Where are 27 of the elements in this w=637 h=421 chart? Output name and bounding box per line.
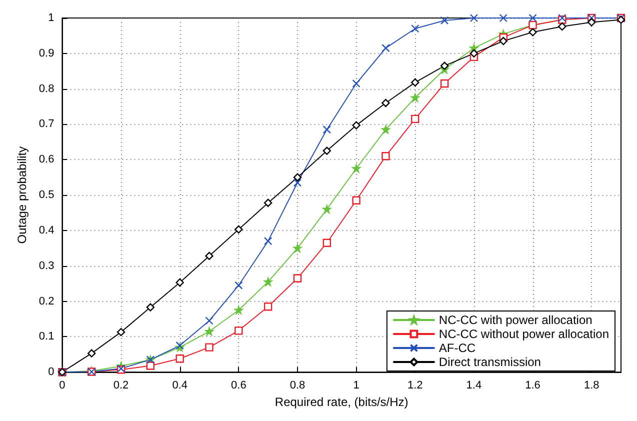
- x-tick-label: 0: [59, 380, 66, 392]
- y-tick-label: 0: [48, 366, 54, 378]
- y-tick-label: 0.3: [38, 260, 54, 272]
- x-tick-label: 1.6: [525, 380, 540, 392]
- y-axis-title: Outage probability: [15, 146, 29, 244]
- y-tick-label: 0.6: [38, 154, 54, 166]
- y-tick-label: 1: [48, 12, 54, 24]
- x-tick-label: 0.8: [290, 380, 306, 392]
- x-tick-label: 0.2: [113, 380, 129, 392]
- x-tick-label: 1.8: [584, 380, 600, 392]
- legend-label: NC-CC with power allocation: [438, 313, 592, 327]
- x-tick-label: 0.4: [172, 380, 188, 392]
- x-tick-label: 0.6: [231, 380, 246, 392]
- y-tick-label: 0.7: [38, 118, 54, 130]
- x-tick-label: 1.2: [407, 380, 423, 392]
- x-tick-label: 1.4: [466, 380, 482, 392]
- y-tick-label: 0.1: [38, 330, 54, 343]
- y-tick-label: 0.8: [38, 82, 54, 95]
- legend-label: Direct transmission: [438, 355, 541, 369]
- x-axis-title: Required rate, (bits/s/Hz): [274, 395, 408, 409]
- y-tick-label: 0.2: [38, 295, 54, 308]
- x-tick-label: 1: [353, 380, 360, 392]
- legend-label: NC-CC without power allocation: [438, 327, 610, 341]
- legend-label: AF-CC: [438, 341, 476, 355]
- y-tick-label: 0.4: [38, 224, 54, 236]
- y-tick-label: 0.5: [38, 189, 54, 202]
- y-tick-label: 0.9: [38, 47, 54, 60]
